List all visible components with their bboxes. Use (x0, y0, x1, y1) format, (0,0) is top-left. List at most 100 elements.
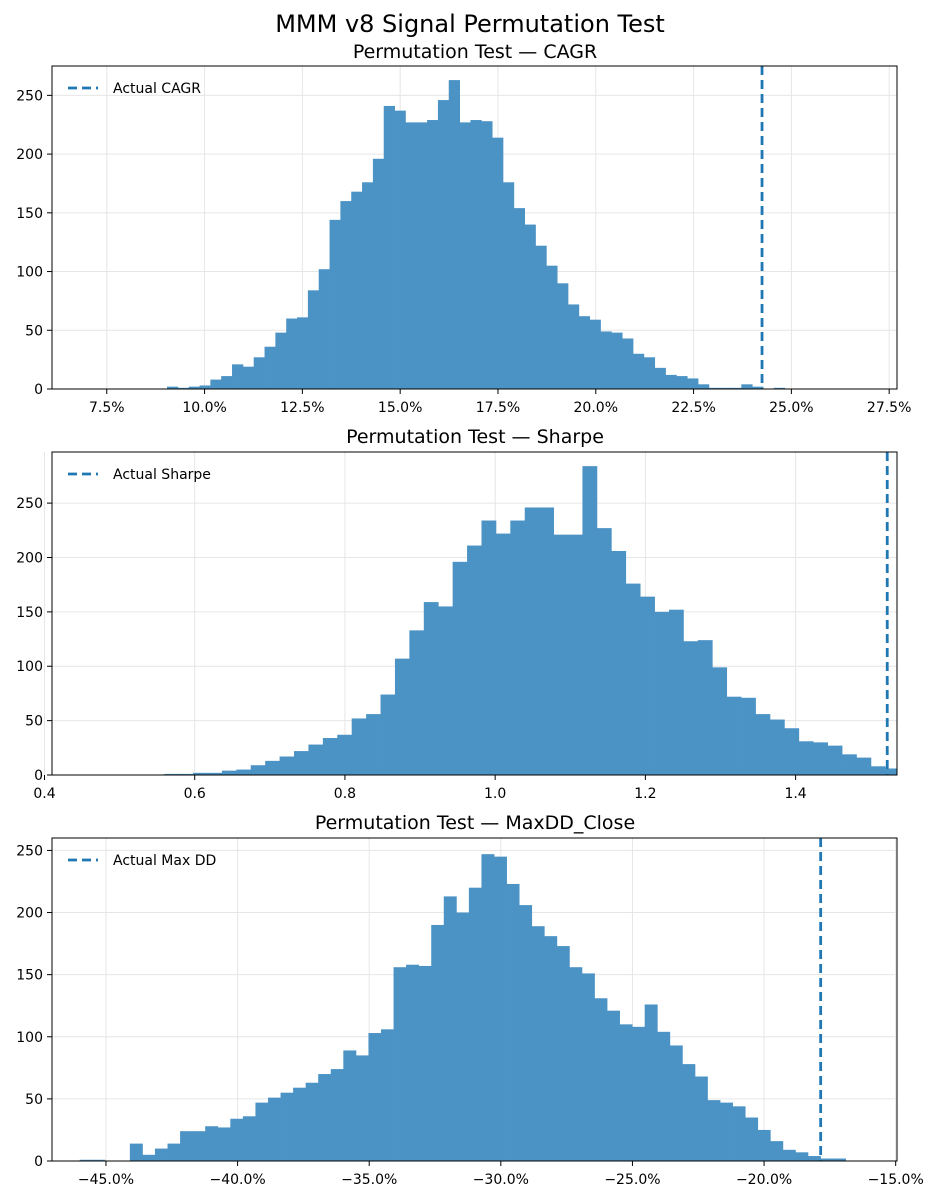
histogram-bar (167, 1143, 181, 1161)
histogram-bar (275, 332, 287, 389)
histogram-bar (622, 338, 634, 389)
histogram-bar (755, 714, 771, 775)
histogram-bar (380, 1029, 394, 1161)
histogram-bar (531, 926, 545, 1161)
chart-maxdd: Permutation Test — MaxDD_Close −45.0% −40… (16, 812, 924, 1188)
x-tick-label: 1.4 (784, 786, 806, 802)
histogram-bar (770, 1141, 784, 1161)
histogram-bar (267, 1097, 281, 1161)
histogram-bar (368, 1033, 382, 1161)
histogram-bar (697, 384, 710, 389)
histogram-bar (79, 1159, 93, 1161)
histogram-bar (625, 583, 641, 775)
x-tick-label: 1.0 (484, 786, 506, 802)
histogram-bar (467, 545, 482, 775)
histogram-bar (668, 609, 684, 775)
histogram-bar (782, 1149, 796, 1161)
x-tick-label: −40.0% (209, 1172, 265, 1188)
legend: Actual CAGR (68, 81, 201, 97)
histogram-bars (79, 854, 846, 1161)
x-tick-label: 0.6 (184, 786, 206, 802)
x-tick-label: 15.0% (378, 400, 422, 416)
histogram-bar (492, 137, 504, 389)
histogram-bar (600, 331, 612, 389)
x-tick-label: 27.5% (867, 400, 911, 416)
x-tick-label: −30.0% (473, 1172, 529, 1188)
histogram-bar (468, 887, 482, 1161)
histogram-bar (355, 1055, 369, 1161)
axes-frame (51, 451, 898, 776)
histogram-bar (820, 1158, 834, 1161)
chart-cagr: Permutation Test — CAGR 7.5% 10.0% 12.5% 15… (16, 41, 911, 416)
histogram-bar (142, 1154, 156, 1161)
chart-title: Permutation Test — Sharpe (346, 426, 604, 448)
histogram-bar (726, 696, 742, 775)
y-tick-label: 100 (16, 659, 43, 675)
histogram-bar (929, 773, 940, 775)
histogram-bar (752, 386, 764, 389)
histogram-bar (242, 1116, 256, 1161)
histogram-bar (870, 766, 886, 775)
histogram-bar (567, 304, 580, 389)
histogram-bar (437, 100, 450, 389)
y-tick-label: 250 (16, 843, 43, 859)
histogram-bar (217, 1127, 231, 1161)
histogram-bar (607, 1010, 620, 1161)
histogram-bar (687, 378, 699, 389)
histogram-bar (557, 283, 569, 389)
x-tick-label: 25.0% (769, 400, 813, 416)
histogram-bar (280, 1092, 294, 1161)
histogram-bar (611, 332, 623, 389)
histogram-bar (351, 191, 363, 389)
x-tick-label: −35.0% (341, 1172, 397, 1188)
chart-title: Permutation Test — CAGR (353, 41, 597, 63)
x-tick-label: −20.0% (736, 1172, 792, 1188)
histogram-bar (188, 386, 200, 389)
histogram-bar (92, 1159, 106, 1161)
histogram-bar (640, 596, 655, 775)
histogram-bar (842, 754, 857, 775)
histogram-bar (769, 719, 785, 775)
histogram-bar (795, 1152, 809, 1161)
histogram-bar (318, 269, 330, 389)
histogram-bar (362, 182, 374, 389)
histogram-bar (448, 80, 460, 389)
histogram-bar (481, 121, 493, 389)
histogram-bar (418, 965, 432, 1161)
histogram-bar (798, 741, 814, 775)
x-tick-label: 10.0% (182, 400, 226, 416)
histogram-bar (589, 319, 601, 389)
y-tick-label: 100 (16, 265, 43, 281)
histogram-bar (394, 110, 406, 389)
histogram-bar (539, 507, 554, 775)
histogram-bar (665, 374, 677, 389)
histogram-bar (193, 772, 208, 775)
histogram-bar (232, 364, 244, 389)
axes-frame (51, 65, 898, 390)
histogram-bar (669, 1045, 683, 1161)
histogram-bar (596, 528, 612, 775)
histogram-bar (524, 507, 540, 775)
legend-label: Actual Max DD (113, 853, 216, 869)
chart-sharpe: Permutation Test — Sharpe 0.4 0.6 0.8 1.0 1.… (16, 426, 940, 802)
y-tick-label: 250 (16, 496, 43, 512)
histogram-bar (535, 245, 547, 389)
histogram-bar (383, 105, 395, 389)
histogram-bar (632, 353, 645, 389)
histogram-bar (205, 1126, 219, 1161)
histogram-bar (619, 1024, 633, 1161)
histogram-bar (914, 773, 929, 775)
histogram-bar (657, 1031, 671, 1161)
axes-frame (51, 837, 898, 1162)
histogram-bar (719, 387, 731, 389)
histogram-bar (250, 765, 266, 775)
histogram-bar (255, 1102, 269, 1161)
histogram-bar (406, 964, 420, 1161)
y-tick-label: 150 (16, 206, 43, 222)
histogram-bar (856, 757, 872, 775)
histogram-bar (199, 385, 211, 389)
histogram-bar (707, 1100, 721, 1161)
histogram-bar (683, 641, 699, 775)
histogram-bar (481, 520, 497, 775)
